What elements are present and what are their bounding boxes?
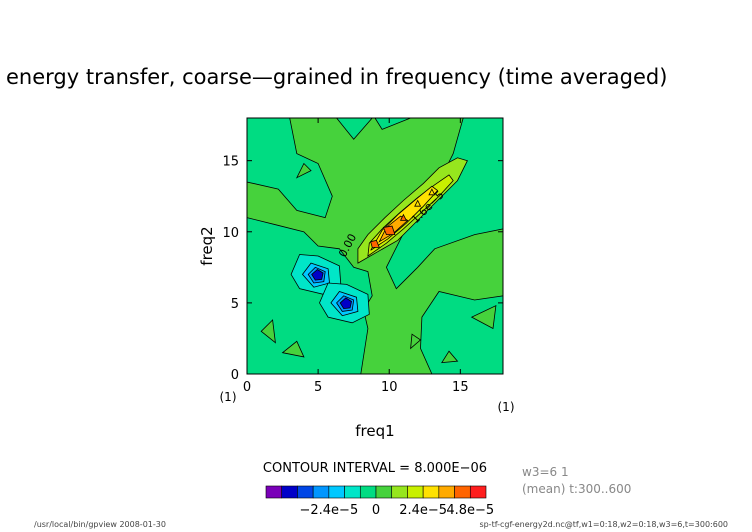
chart-title: energy transfer, coarse—grained in frequ… [6,65,667,89]
colorbar-swatch [454,485,471,499]
contour-region [295,162,312,179]
contour-region [410,333,422,350]
x-axis-unit: (1) [498,400,515,414]
info-w3: w3=6 1 [522,465,569,479]
colorbar: −2.4e−5 0 2.4e−5 4.8e−5 [265,485,494,518]
x-tick-label: 15 [452,380,469,395]
trough-region [339,297,352,310]
contour-interval-text: CONTOUR INTERVAL = 8.000E−06 [263,461,487,476]
ridge-peak [428,188,436,196]
contour-region [281,340,305,358]
colorbar-swatch [407,485,424,499]
y-axis-label: freq2 [198,226,216,265]
colorbar-tick-label: 0 [372,503,380,518]
x-tick-label: 0 [243,380,251,395]
info-time-mean: (mean) t:300..600 [522,482,631,496]
colorbar-swatch [297,485,314,499]
contour-fills [246,117,504,375]
y-tick-label: 5 [231,297,239,312]
colorbar-swatch [312,485,330,499]
colorbar-swatch [344,485,361,499]
colorbar-tick-label: 4.8e−5 [446,503,494,518]
colorbar-swatch [469,485,487,499]
colorbar-swatch [328,485,345,499]
contour-region [260,319,276,344]
colorbar-tick-label: 2.4e−5 [399,503,447,518]
contour-region [246,117,333,219]
colorbar-swatch [359,485,377,499]
contour-region [420,291,504,375]
x-axis-label: freq1 [355,422,394,440]
ridge-peak [399,213,407,221]
colorbar-tick-label: −2.4e−5 [299,503,358,518]
contour-region [441,350,459,364]
y-tick-label: 0 [231,368,239,383]
colorbar-swatch [391,485,408,499]
y-axis-ticks: 0 5 10 15 [222,155,503,383]
colorbar-swatch [438,485,455,499]
colorbar-swatch [375,485,393,499]
x-tick-label: 10 [381,380,398,395]
colorbar-swatch [281,485,298,499]
y-tick-label: 10 [222,226,239,241]
x-tick-label: 5 [314,380,322,395]
plot-area [246,117,504,375]
contour-region [470,305,497,330]
footer-left: /usr/local/bin/gpview 2008-01-30 [34,520,166,529]
ridge-peak [382,225,396,235]
ridge-peak [414,199,422,207]
trough-region [311,269,324,281]
plot-frame [246,117,504,375]
x-axis-ticks: 0 5 10 15 [243,118,469,395]
y-tick-label: 15 [222,155,239,170]
colorbar-swatch [265,485,283,499]
footer-right: sp-tf-cgf-energy2d.nc@tf,w1=0:18,w2=0:18… [479,520,728,529]
y-axis-unit: (1) [220,390,237,404]
ridge-peak [370,239,380,248]
colorbar-swatch [422,485,440,499]
